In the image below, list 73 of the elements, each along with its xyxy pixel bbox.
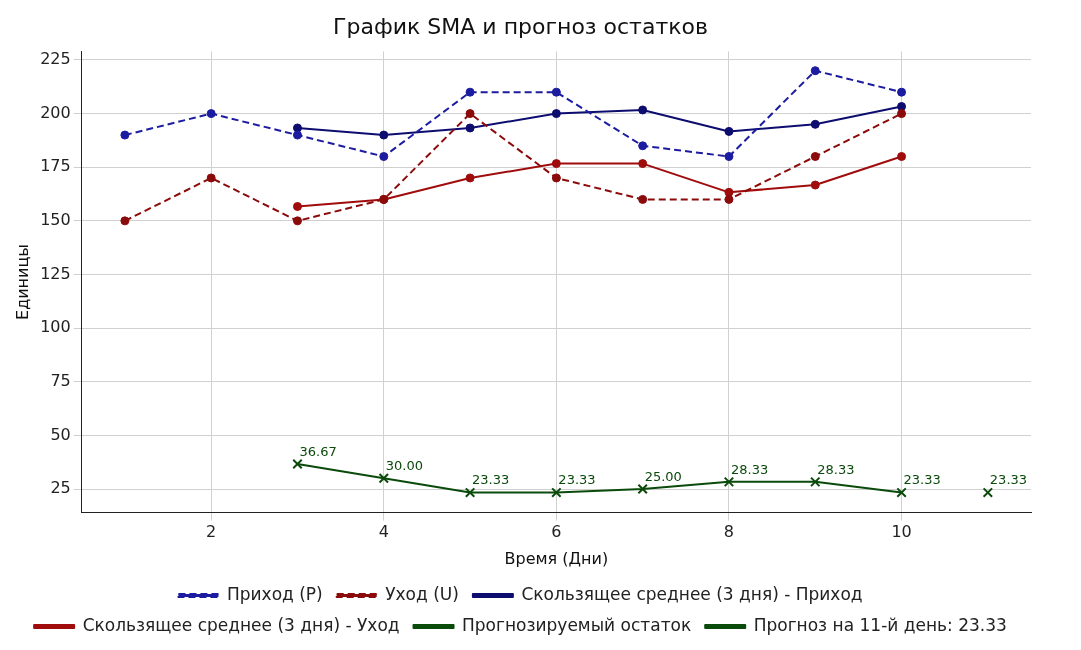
point [723, 476, 735, 488]
point [810, 119, 820, 129]
legend-label: Прогноз на 11-й день: 23.33 [753, 614, 1007, 635]
point [464, 487, 476, 498]
data-label: 25.00 [644, 468, 682, 484]
y-tick-label: 200 [40, 102, 71, 122]
point [292, 458, 303, 470]
point [897, 87, 907, 97]
point [897, 152, 907, 162]
y-tick-label: 50 [50, 424, 71, 444]
point [810, 180, 820, 190]
x-tick-label: 10 [891, 522, 912, 542]
point [810, 66, 820, 76]
point [120, 216, 130, 226]
point [810, 152, 820, 162]
point [724, 194, 734, 204]
legend-label: Прогнозируемый остаток [462, 614, 692, 635]
y-tick-label: 125 [40, 263, 71, 283]
legend-label: Скользящее среднее (3 дня) - Приход [521, 583, 863, 604]
x-tick-label: 4 [378, 522, 389, 542]
point [638, 159, 648, 169]
legend-label: Приход (P) [226, 583, 323, 604]
y-tick-label: 175 [40, 156, 71, 176]
point [551, 173, 561, 183]
point [292, 130, 302, 140]
y-tick-label: 75 [50, 370, 71, 390]
data-label: 30.00 [385, 458, 423, 474]
point [724, 152, 734, 162]
point [465, 173, 475, 183]
point [379, 152, 389, 162]
point [378, 473, 390, 484]
point [379, 130, 389, 140]
point [292, 201, 302, 211]
point [638, 141, 648, 151]
point [206, 109, 216, 119]
point [896, 487, 907, 498]
data-label: 23.33 [558, 472, 596, 488]
legend-label: Скользящее среднее (3 дня) - Уход [82, 614, 400, 635]
y-tick-label: 225 [40, 49, 71, 69]
point [551, 87, 561, 97]
data-label: 36.67 [299, 443, 337, 459]
point [465, 123, 475, 133]
point [638, 194, 648, 204]
x-tick-label: 6 [551, 522, 562, 542]
x-axis-title: Время (Дни) [504, 548, 609, 568]
point [551, 159, 561, 169]
point [465, 109, 475, 119]
data-label: 23.33 [903, 472, 941, 488]
legend-label: Уход (U) [385, 583, 459, 604]
x-tick-label: 8 [723, 522, 735, 542]
y-tick-label: 150 [40, 210, 71, 230]
point [292, 216, 302, 226]
point [206, 173, 216, 183]
point [724, 126, 734, 136]
data-label: 23.33 [989, 472, 1028, 488]
data-label: 23.33 [472, 472, 510, 488]
y-tick-label: 100 [40, 317, 71, 337]
point [724, 187, 734, 197]
y-axis-title: Единицы [12, 244, 32, 320]
point [551, 109, 561, 119]
chart-title: График SMA и прогноз остатков [333, 13, 708, 39]
point [120, 130, 130, 140]
point [982, 487, 994, 498]
y-tick-label: 25 [50, 478, 71, 498]
data-label: 28.33 [730, 461, 769, 477]
point [810, 476, 821, 488]
point [897, 109, 907, 119]
point [465, 87, 475, 97]
data-label: 28.33 [817, 461, 855, 477]
x-tick-label: 2 [206, 522, 217, 542]
point [638, 105, 648, 115]
point [637, 483, 648, 495]
point [551, 487, 562, 498]
